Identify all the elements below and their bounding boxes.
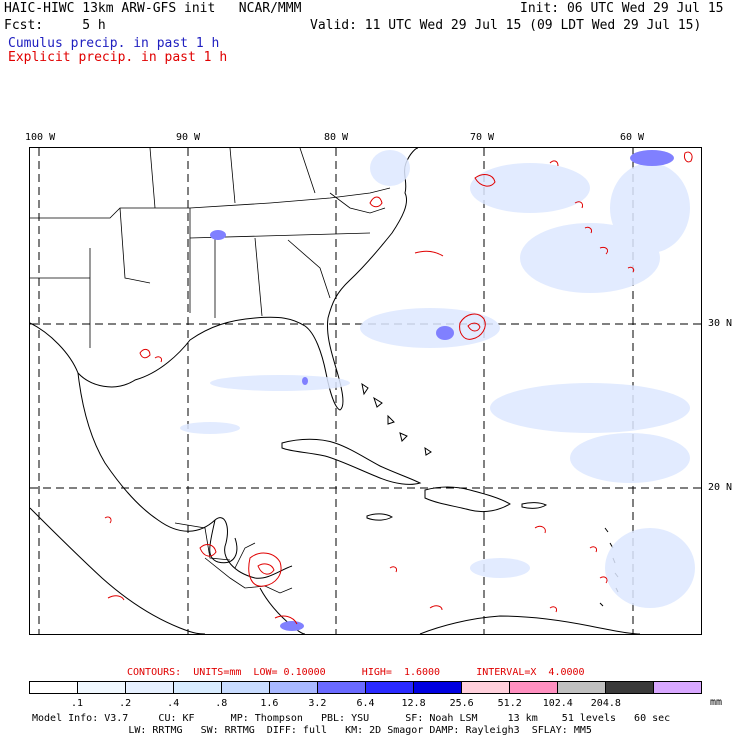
legend-swatch — [414, 682, 462, 693]
legend-swatch — [606, 682, 654, 693]
legend-tick-label: 12.8 — [401, 698, 426, 709]
legend-tick-label: 51.2 — [497, 698, 522, 709]
legend-tick-label: 6.4 — [356, 698, 375, 709]
forecast-hour: Fcst: 5 h — [4, 18, 106, 33]
legend-tick-label: .4 — [167, 698, 180, 709]
legend-swatch — [510, 682, 558, 693]
legend-tick-label: 102.4 — [542, 698, 573, 709]
legend-swatch — [462, 682, 510, 693]
lon-label-70w: 70 W — [470, 132, 495, 143]
legend-swatch — [78, 682, 126, 693]
legend-tick-label: 25.6 — [449, 698, 474, 709]
explicit-precip-label: Explicit precip. in past 1 h — [8, 50, 228, 65]
precip-map — [29, 147, 702, 635]
legend-tick-label: 204.8 — [590, 698, 621, 709]
legend-swatch — [30, 682, 78, 693]
legend-tick-label: 1.6 — [260, 698, 279, 709]
legend-swatch — [654, 682, 701, 693]
cumulus-precip-heavy — [210, 150, 674, 631]
legend-swatch — [318, 682, 366, 693]
precip-legend-bar — [29, 681, 702, 694]
model-info-line2: LW: RRTMG SW: RRTMG DIFF: full KM: 2D Sm… — [32, 725, 592, 736]
contours-info: CONTOURS: UNITS=mm LOW= 0.10000 HIGH= 1.… — [127, 667, 585, 678]
coastlines — [30, 148, 641, 634]
legend-swatch — [366, 682, 414, 693]
legend-tick-label: .2 — [119, 698, 132, 709]
cumulus-precip-light — [180, 150, 695, 608]
legend-swatch — [558, 682, 606, 693]
lat-label-30n: 30 N — [708, 318, 733, 329]
cumulus-precip-label: Cumulus precip. in past 1 h — [8, 36, 220, 51]
explicit-precip-contours — [104, 151, 693, 625]
model-title: HAIC-HIWC 13km ARW-GFS init NCAR/MMM — [4, 1, 302, 16]
lat-label-20n: 20 N — [708, 482, 733, 493]
lon-label-90w: 90 W — [176, 132, 201, 143]
valid-time: Valid: 11 UTC Wed 29 Jul 15 (09 LDT Wed … — [310, 18, 702, 33]
lon-label-60w: 60 W — [620, 132, 645, 143]
init-time: Init: 06 UTC Wed 29 Jul 15 — [520, 1, 724, 16]
legend-swatch — [222, 682, 270, 693]
political-borders — [30, 148, 391, 594]
model-info-line1: Model Info: V3.7 CU: KF MP: Thompson PBL… — [32, 713, 671, 724]
map-svg — [30, 148, 701, 634]
legend-swatch — [174, 682, 222, 693]
legend-swatch — [126, 682, 174, 693]
legend-tick-label: 3.2 — [308, 698, 327, 709]
legend-tick-label: .8 — [215, 698, 228, 709]
legend-units: mm — [710, 697, 723, 708]
legend-tick-label: .1 — [71, 698, 84, 709]
legend-swatch — [270, 682, 318, 693]
lon-label-100w: 100 W — [25, 132, 56, 143]
lon-label-80w: 80 W — [324, 132, 349, 143]
